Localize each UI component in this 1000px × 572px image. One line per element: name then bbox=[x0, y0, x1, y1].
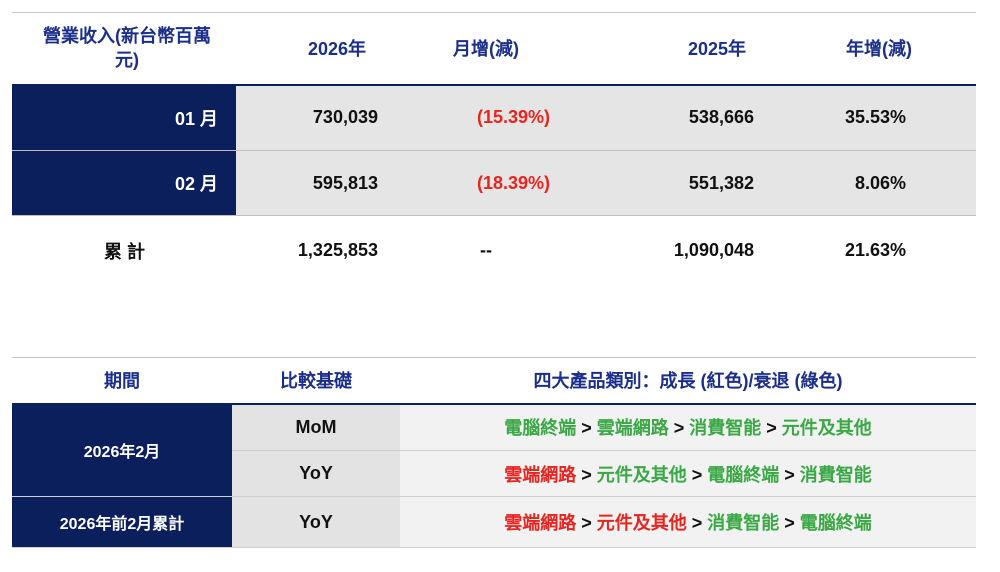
table-row: 01 月 730,039 (15.39%) 538,666 35.53% bbox=[12, 83, 976, 151]
product-category: 電腦終端 bbox=[707, 464, 780, 485]
row-label: 01 月 bbox=[12, 83, 236, 151]
total-row: 累 計 1,325,853 -- 1,090,048 21.63% bbox=[12, 216, 976, 286]
value-yoy: 8.06% bbox=[776, 150, 976, 216]
separator: > bbox=[576, 418, 597, 439]
period-cell: 2026年2月 bbox=[12, 402, 232, 497]
product-category: 消費智能 bbox=[799, 464, 872, 485]
table-row: 02 月 595,813 (18.39%) 551,382 8.06% bbox=[12, 150, 976, 216]
separator: > bbox=[761, 418, 782, 439]
table-row: 2026年2月 MoM 電腦終端 > 雲端網路 > 消費智能 > 元件及其他 bbox=[12, 402, 976, 497]
value-2025: 538,666 bbox=[576, 83, 776, 151]
period-cell: 2026年前2月累計 bbox=[12, 496, 232, 548]
separator: > bbox=[668, 418, 690, 439]
header-revenue: 營業收入(新台幣百萬元) bbox=[43, 26, 211, 71]
product-category: 消費智能 bbox=[689, 418, 762, 439]
header-period: 期間 bbox=[104, 371, 140, 392]
product-category: 雲端網路 bbox=[596, 418, 669, 439]
value-2025: 551,382 bbox=[576, 150, 776, 216]
table-row: 2026年前2月累計 YoY 雲端網路 > 元件及其他 > 消費智能 > 電腦終… bbox=[12, 496, 976, 548]
value-mom: (15.39%) bbox=[396, 83, 576, 151]
basis-cell: YoY bbox=[232, 496, 400, 548]
product-category: 元件及其他 bbox=[596, 513, 687, 533]
value-2026: 730,039 bbox=[236, 83, 396, 151]
product-category: 元件及其他 bbox=[596, 464, 687, 485]
basis-cell: MoM bbox=[232, 402, 400, 451]
row-label: 02 月 bbox=[12, 150, 236, 216]
product-category: 電腦終端 bbox=[799, 513, 872, 533]
total-mom: -- bbox=[480, 240, 492, 261]
product-table: 期間 比較基礎 四大產品類別：成長 (紅色)/衰退 (綠色) 2026年2月 M… bbox=[12, 357, 976, 548]
table-row: YoY 雲端網路 > 元件及其他 > 電腦終端 > 消費智能 bbox=[12, 450, 976, 497]
header-2026: 2026年 bbox=[307, 39, 366, 60]
product-category: 電腦終端 bbox=[504, 418, 577, 439]
category-ranking: 雲端網路 > 元件及其他 > 電腦終端 > 消費智能 bbox=[400, 450, 976, 497]
product-category: 雲端網路 bbox=[504, 513, 577, 533]
header-yoy: 年增(減) bbox=[846, 39, 912, 60]
product-category: 雲端網路 bbox=[504, 464, 577, 485]
separator: > bbox=[779, 464, 800, 485]
header-mom: 月增(減) bbox=[453, 39, 519, 60]
value-2026: 595,813 bbox=[236, 150, 396, 216]
header-categories: 四大產品類別：成長 (紅色)/衰退 (綠色) bbox=[533, 371, 843, 392]
basis-cell: YoY bbox=[232, 450, 400, 497]
total-label: 累 計 bbox=[104, 241, 146, 262]
category-ranking: 雲端網路 > 元件及其他 > 消費智能 > 電腦終端 bbox=[400, 496, 976, 548]
category-ranking: 電腦終端 > 雲端網路 > 消費智能 > 元件及其他 bbox=[400, 402, 976, 451]
value-mom: (18.39%) bbox=[396, 150, 576, 216]
total-2026: 1,325,853 bbox=[297, 240, 378, 261]
separator: > bbox=[686, 464, 708, 485]
value-yoy: 35.53% bbox=[776, 83, 976, 151]
separator: > bbox=[779, 513, 800, 533]
revenue-table: 營業收入(新台幣百萬元) 2026年 月增(減) 2025年 年增(減) 01 … bbox=[12, 12, 976, 286]
separator: > bbox=[686, 513, 708, 533]
total-2025: 1,090,048 bbox=[673, 240, 754, 261]
separator: > bbox=[576, 513, 597, 533]
header-2025: 2025年 bbox=[687, 39, 746, 60]
product-category: 元件及其他 bbox=[781, 418, 872, 439]
header-basis: 比較基礎 bbox=[280, 371, 352, 392]
total-yoy: 21.63% bbox=[844, 240, 906, 261]
product-category: 消費智能 bbox=[707, 513, 780, 533]
separator: > bbox=[576, 464, 597, 485]
